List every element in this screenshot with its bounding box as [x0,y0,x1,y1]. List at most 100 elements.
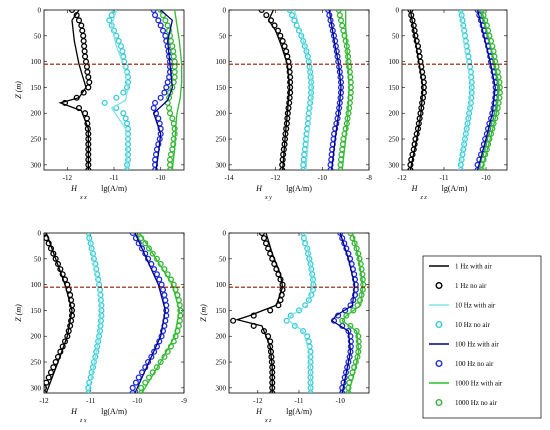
marker-f1 [45,374,52,381]
legend-marker-swatch [435,399,443,407]
line-f100 [152,10,174,170]
marker-f1000 [166,110,174,117]
subplot-5: 0 50 100 150 200 250 300 -12 -11 -10 lg(A/m) Z (m) H… [199,230,370,424]
y-tick-label: 50 [219,32,227,40]
marker-f1 [279,37,286,45]
axes-frame [401,9,508,171]
line-f100 [330,233,356,393]
x-tick-label: -10 [156,174,166,182]
legend-label: 1000 Hz no air [455,399,497,407]
marker-f1000 [138,389,145,393]
component-symbol: H [411,184,419,193]
marker-f1000 [157,358,164,366]
marker-f1 [83,63,90,70]
line-f100 [134,233,166,393]
marker-f10 [106,17,113,24]
y-tick-label: 300 [31,161,42,169]
y-tick-label: 50 [219,255,227,263]
marker-f1000 [166,105,173,112]
marker-f10 [287,312,294,319]
legend-item: 1000 Hz with air [429,380,503,388]
x-axis-label: lg(A/m) [442,184,468,193]
y-tick-label: 100 [31,58,42,66]
y-tick-label: 50 [34,255,42,263]
marker-f10 [120,110,127,117]
marker-f100 [135,374,142,381]
marker-f1 [80,32,87,39]
plot-area [58,10,183,170]
component-symbol: H [255,184,263,193]
legend-marker-swatch [435,282,443,290]
marker-f100 [327,166,334,170]
legend-box [422,255,542,419]
marker-f10 [98,312,105,319]
component-subscript: z x [79,418,87,424]
marker-f100 [152,12,159,19]
marker-f1 [44,384,48,391]
y-tick-label: 150 [216,84,227,92]
x-tick-label: -9 [181,397,187,405]
x-tick-label: -10 [481,174,491,182]
x-tick-label: -11 [294,397,304,405]
marker-f100 [157,94,164,101]
marker-f1000 [351,364,358,371]
marker-f1 [52,255,59,262]
component-symbol: H [255,407,263,416]
line-f1 [234,233,284,393]
marker-f100 [337,233,344,237]
marker-f100 [159,286,167,293]
marker-f1000 [346,105,353,112]
marker-f10 [120,89,127,96]
legend-item: 10 Hz no air [435,321,490,329]
marker-f100 [158,281,165,288]
y-tick-label: 200 [216,110,227,118]
marker-f1000 [345,389,352,393]
x-tick-label: -11 [86,397,96,405]
marker-f1 [81,43,88,50]
marker-f10 [300,166,307,170]
marker-f100 [148,353,155,360]
marker-f1000 [169,115,176,122]
y-tick-label: 250 [31,136,42,144]
y-tick-label: 150 [389,84,400,92]
marker-f1 [230,317,237,324]
legend-marker-swatch [435,321,443,329]
marker-f10 [117,43,125,50]
x-tick-label: -10 [336,397,346,405]
marker-f1 [78,22,85,29]
marker-f1000 [339,22,346,29]
marker-f1 [44,379,50,386]
y-tick-label: 200 [389,110,400,118]
marker-f1000 [340,27,347,34]
legend-label: 100 Hz with air [455,341,499,349]
x-tick-label: -14 [224,174,234,182]
plot-area [258,10,354,170]
marker-f10 [307,99,314,106]
axes-frame [43,232,185,394]
marker-f1 [85,74,92,81]
marker-f1 [283,48,290,55]
marker-f1 [82,58,90,65]
legend-item: 100 Hz with air [429,341,499,349]
marker-f10 [124,120,131,127]
marker-f1000 [339,317,346,324]
component-subscript: x z [264,418,272,424]
marker-f1 [79,27,86,34]
marker-f100 [155,141,162,148]
line-f10 [458,10,472,170]
marker-f100 [157,22,164,29]
legend-label: 100 Hz no air [455,360,494,368]
x-axis-label: lg(A/m) [101,184,127,193]
y-tick-label: 300 [216,161,227,169]
marker-f1 [279,161,286,168]
marker-f10 [301,151,308,158]
x-tick-label: -12 [63,174,73,182]
marker-f1000 [343,312,350,319]
marker-f100 [132,379,139,386]
marker-f1 [260,328,268,335]
marker-f1000 [162,17,169,24]
marker-f100 [129,384,136,391]
line-f1 [409,10,424,170]
marker-f10 [301,146,308,153]
